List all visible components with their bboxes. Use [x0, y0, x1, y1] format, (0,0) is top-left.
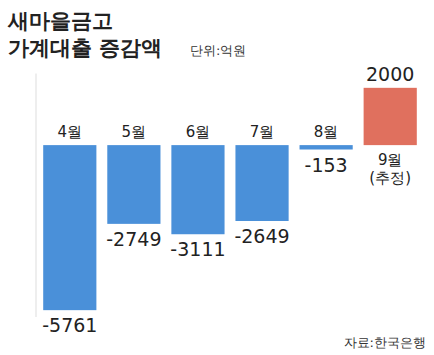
data-label: 2000: [366, 63, 414, 85]
category-label: 6월: [186, 123, 211, 141]
category-label: 7월: [250, 123, 275, 141]
bar: [364, 88, 417, 145]
data-label: -2749: [106, 228, 161, 250]
bar: [43, 145, 96, 310]
category-label: 4월: [58, 123, 83, 141]
data-label: -2649: [234, 225, 289, 247]
bars: [43, 88, 417, 310]
category-label: 9월(추정): [369, 151, 411, 187]
title: 새마을금고가계대출 증감액: [7, 9, 162, 60]
labels: 4월 5월 6월 7월 8월 9월(추정) -5761 -2749 -3111 -2649 -153…: [42, 63, 414, 336]
data-label: -5761: [42, 314, 97, 336]
data-label: -153: [305, 154, 348, 176]
category-label: 8월: [314, 123, 339, 141]
bar: [300, 145, 353, 149]
source: 자료:한국은행: [344, 335, 426, 350]
y-axis-line: [36, 74, 37, 318]
bar: [171, 145, 224, 234]
category-label: 5월: [122, 123, 147, 141]
data-label: -3111: [170, 238, 225, 260]
subtitle: 단위:억원: [190, 43, 246, 58]
chart: 새마을금고가계대출 증감액단위:억원자료:한국은행 4월 5월 6월 7월 8월 9월(추정…: [0, 0, 434, 355]
bar: [235, 145, 288, 221]
bar: [107, 145, 160, 224]
